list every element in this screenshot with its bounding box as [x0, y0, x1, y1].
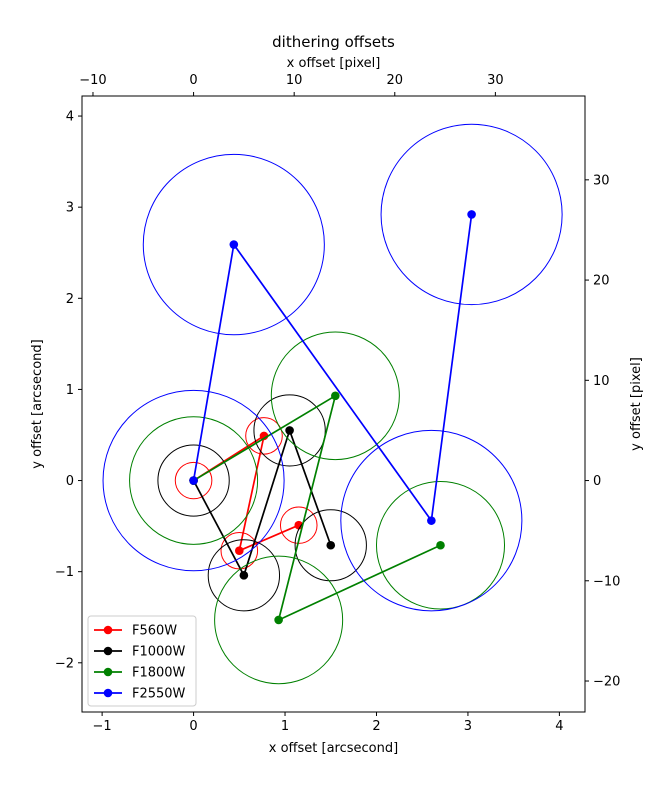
x-tick-label: 2 — [372, 719, 380, 734]
x2-tick-label: −10 — [79, 73, 106, 88]
f560w-point — [294, 520, 304, 530]
x-tick-label: 4 — [555, 719, 563, 734]
x-tick-label: −1 — [93, 719, 112, 734]
y2-tick-label: 0 — [593, 474, 601, 489]
f1800w-circle — [270, 331, 400, 461]
f2550w-circle — [380, 123, 563, 306]
y-tick-label: −1 — [55, 565, 74, 580]
x2-tick-label: 30 — [487, 73, 504, 88]
legend-marker-f1000w — [103, 646, 113, 656]
y-tick-label: 2 — [66, 292, 74, 307]
chart-title: dithering offsets — [272, 33, 395, 51]
f1000w-circle — [157, 444, 230, 517]
top-x-axis-label: x offset [pixel] — [287, 56, 381, 71]
f2550w-point — [467, 210, 476, 219]
f560w-line — [193, 435, 300, 552]
y-tick-label: 4 — [66, 110, 74, 125]
x2-tick-label: 20 — [387, 73, 404, 88]
f1000w-circle — [207, 539, 281, 612]
y2-tick-label: −10 — [593, 574, 620, 589]
x-tick-label: 3 — [464, 719, 472, 734]
plot-area — [102, 123, 563, 685]
f1800w-circle — [129, 416, 259, 545]
left-y-axis-label: y offset [arcsecond] — [30, 339, 45, 468]
legend: F560W F1000W F1800W F2550W — [87, 615, 197, 707]
legend-label-f1000w: F1000W — [132, 645, 186, 660]
f560w-circle — [174, 461, 213, 500]
f1000w-point — [326, 540, 336, 550]
bottom-x-axis-label: x offset [arcsecond] — [269, 741, 398, 756]
series-f1800w — [129, 331, 506, 685]
f2550w-circle — [102, 389, 285, 572]
f1800w-line — [193, 394, 441, 621]
y2-tick-label: 30 — [593, 173, 610, 188]
x2-tick-label: 0 — [189, 73, 197, 88]
y-tick-label: −2 — [55, 656, 74, 671]
x2-tick-label: 10 — [286, 73, 303, 88]
f2550w-point — [229, 240, 239, 249]
f1800w-point — [436, 540, 445, 550]
f2550w-circle — [142, 153, 325, 336]
legend-box — [87, 615, 197, 707]
f1800w-circle — [214, 555, 344, 685]
f2550w-point — [427, 516, 436, 525]
right-y-axis-label: y offset [pixel] — [629, 357, 644, 451]
f560w-point — [235, 546, 244, 556]
series-f2550w — [102, 123, 563, 612]
f2550w-line — [192, 214, 473, 522]
f1800w-circle — [375, 480, 506, 610]
f1000w-circle — [294, 509, 367, 582]
f560w-circle — [245, 417, 283, 455]
legend-label-f2550w: F2550W — [132, 687, 186, 702]
f1800w-point — [274, 615, 283, 625]
x-tick-label: 1 — [281, 719, 289, 734]
legend-marker-f560w — [103, 625, 113, 635]
f1000w-line — [192, 429, 332, 577]
legend-marker-f2550w — [103, 688, 113, 698]
f1800w-point — [331, 391, 340, 401]
y-tick-label: 0 — [66, 474, 74, 489]
x-tick-label: 0 — [189, 719, 197, 734]
legend-marker-f1800w — [103, 667, 113, 677]
f1000w-point — [239, 571, 249, 580]
legend-label-f1800w: F1800W — [132, 666, 186, 681]
y-tick-label: 3 — [66, 201, 74, 216]
axes-frame — [81, 95, 586, 713]
y2-tick-label: −20 — [593, 675, 620, 690]
f2550w-circle — [340, 429, 523, 612]
y-tick-label: 1 — [66, 383, 74, 398]
y2-tick-label: 10 — [593, 374, 610, 389]
f1000w-circle — [253, 394, 326, 467]
legend-label-f560w: F560W — [132, 624, 177, 639]
y2-tick-label: 20 — [593, 274, 610, 289]
f1000w-point — [285, 426, 294, 435]
f2550w-point — [189, 476, 198, 485]
